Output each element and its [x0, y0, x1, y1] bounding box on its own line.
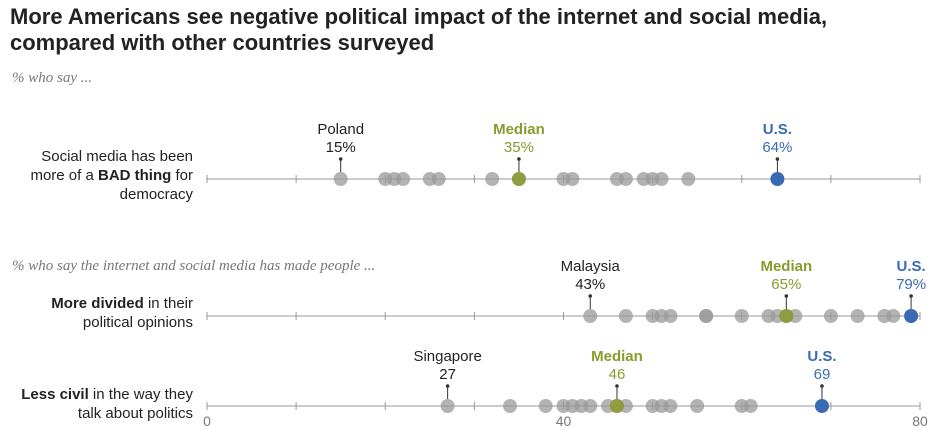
country-dot	[743, 399, 758, 413]
annotation-point	[775, 157, 780, 161]
annotation-value: 35%	[504, 139, 534, 156]
us-dot	[770, 172, 785, 186]
country-dot	[734, 309, 749, 323]
annotation-name: U.S.	[896, 258, 925, 275]
chart-title: More Americans see negative political im…	[10, 4, 828, 55]
row-label-text: in the way they talk about politics	[77, 386, 193, 422]
country-dot	[485, 172, 500, 186]
row-label-bold: BAD thing	[97, 167, 172, 184]
row-label-bold: Less civil	[21, 386, 89, 403]
country-dot	[663, 309, 678, 323]
x-tick-label: 40	[556, 413, 572, 429]
annotation-value: 15%	[326, 139, 356, 156]
annotation-value: 65%	[771, 276, 801, 293]
annotation-name: Median	[591, 348, 643, 365]
annotation-name: Median	[493, 121, 545, 138]
row-label-text: for democracy	[119, 167, 193, 203]
country-dot	[681, 172, 696, 186]
x-tick-label: 80	[912, 413, 928, 429]
median-dot	[779, 309, 794, 323]
country-dot	[618, 172, 633, 186]
country-dot	[654, 172, 669, 186]
country-dot	[850, 309, 865, 323]
row-label-text: in their political opinions	[82, 295, 193, 331]
row-label-text: Social media has been more of a	[30, 148, 193, 184]
country-dot	[690, 399, 705, 413]
median-dot	[511, 172, 526, 186]
row-label-bold: More divided	[51, 295, 144, 312]
country-dot	[503, 399, 518, 413]
row-label-less-civil: Less civil in the way they talk about po…	[5, 385, 193, 423]
country-dot	[396, 172, 411, 186]
country-dot	[663, 399, 678, 413]
country-dot	[699, 309, 714, 323]
country-dot	[886, 309, 901, 323]
country-dot	[823, 309, 838, 323]
us-dot	[814, 399, 829, 413]
annotation-value: 46	[609, 366, 626, 383]
country-dot	[440, 399, 455, 413]
country-dot	[583, 399, 598, 413]
annotation-value: 79%	[896, 276, 926, 293]
annotation-name: U.S.	[807, 348, 836, 365]
annotation-point	[445, 384, 450, 388]
annotation-point	[338, 157, 343, 161]
section-subtitle: % who say the internet and social media …	[12, 258, 376, 274]
row-label-bad-thing: Social media has been more of a BAD thin…	[5, 147, 193, 204]
country-dot	[583, 309, 598, 323]
annotation-name: Singapore	[413, 348, 481, 365]
annotation-value: 27	[439, 366, 456, 383]
annotation-point	[820, 384, 824, 388]
annotation-value: 43%	[575, 276, 605, 293]
country-dot	[333, 172, 348, 186]
country-dot	[538, 399, 553, 413]
annotation-name: Median	[760, 258, 812, 275]
annotation-point	[517, 157, 521, 161]
annotation-name: Poland	[317, 121, 364, 138]
annotation-name: Malaysia	[561, 258, 621, 275]
country-dot	[565, 172, 580, 186]
annotation-point	[588, 294, 593, 298]
annotation-value: 69	[814, 366, 831, 383]
annotation-point	[784, 294, 789, 298]
x-tick-label: 0	[203, 413, 211, 429]
annotation-name: U.S.	[763, 121, 792, 138]
chart-subtitle: % who say ...	[12, 70, 92, 86]
row-label-more-divided: More divided in their political opinions	[5, 294, 193, 332]
annotation-value: 64%	[762, 139, 792, 156]
us-dot	[904, 309, 919, 323]
annotation-point	[615, 384, 619, 388]
annotation-point	[909, 294, 913, 298]
country-dot	[431, 172, 446, 186]
median-dot	[609, 399, 624, 413]
country-dot	[618, 309, 633, 323]
